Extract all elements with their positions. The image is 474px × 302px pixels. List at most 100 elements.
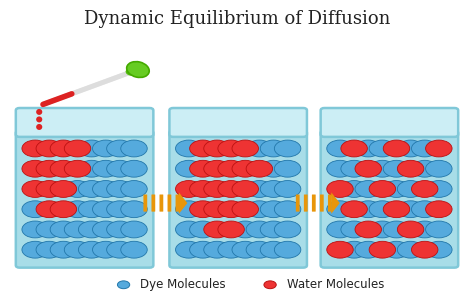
Circle shape [190, 181, 216, 198]
Circle shape [175, 140, 202, 157]
Circle shape [383, 241, 410, 258]
Circle shape [341, 241, 367, 258]
FancyBboxPatch shape [304, 194, 308, 212]
Circle shape [369, 160, 396, 177]
Circle shape [121, 241, 147, 258]
Circle shape [50, 241, 77, 258]
Circle shape [232, 160, 258, 177]
Circle shape [22, 221, 48, 238]
FancyBboxPatch shape [144, 194, 147, 212]
Circle shape [411, 221, 438, 238]
Circle shape [264, 281, 276, 289]
Circle shape [218, 140, 245, 157]
Circle shape [218, 241, 245, 258]
Circle shape [22, 241, 48, 258]
FancyBboxPatch shape [296, 194, 300, 212]
Circle shape [175, 160, 202, 177]
Circle shape [274, 201, 301, 218]
Circle shape [232, 140, 258, 157]
Circle shape [426, 241, 452, 258]
Circle shape [260, 160, 287, 177]
Circle shape [78, 140, 105, 157]
Ellipse shape [36, 124, 42, 130]
FancyBboxPatch shape [169, 108, 307, 137]
Circle shape [50, 181, 77, 198]
Circle shape [397, 201, 424, 218]
Circle shape [397, 221, 424, 238]
Text: Water Molecules: Water Molecules [287, 278, 384, 291]
FancyBboxPatch shape [152, 194, 155, 212]
Circle shape [92, 201, 119, 218]
FancyBboxPatch shape [159, 194, 163, 212]
Circle shape [78, 221, 105, 238]
Circle shape [78, 241, 105, 258]
Circle shape [107, 160, 133, 177]
Circle shape [36, 201, 63, 218]
Circle shape [175, 241, 202, 258]
Circle shape [36, 241, 63, 258]
Circle shape [218, 201, 245, 218]
Circle shape [383, 160, 410, 177]
FancyBboxPatch shape [320, 130, 458, 268]
Circle shape [204, 181, 230, 198]
Circle shape [92, 160, 119, 177]
Circle shape [36, 160, 63, 177]
Circle shape [327, 181, 353, 198]
Circle shape [411, 241, 438, 258]
Circle shape [341, 140, 367, 157]
Circle shape [204, 201, 230, 218]
Circle shape [397, 181, 424, 198]
Circle shape [397, 241, 424, 258]
Circle shape [341, 160, 367, 177]
Circle shape [22, 181, 48, 198]
Circle shape [218, 160, 245, 177]
Circle shape [355, 221, 382, 238]
FancyBboxPatch shape [312, 194, 316, 212]
Circle shape [64, 201, 91, 218]
Circle shape [411, 160, 438, 177]
Circle shape [107, 241, 133, 258]
Circle shape [274, 181, 301, 198]
Circle shape [426, 181, 452, 198]
Circle shape [274, 221, 301, 238]
Circle shape [383, 140, 410, 157]
Circle shape [22, 201, 48, 218]
Circle shape [204, 221, 230, 238]
Circle shape [232, 201, 258, 218]
Circle shape [232, 181, 258, 198]
Circle shape [355, 241, 382, 258]
Circle shape [204, 241, 230, 258]
Circle shape [64, 140, 91, 157]
FancyBboxPatch shape [175, 194, 179, 212]
Circle shape [246, 201, 273, 218]
Circle shape [355, 201, 382, 218]
Circle shape [246, 241, 273, 258]
Circle shape [426, 140, 452, 157]
Circle shape [274, 140, 301, 157]
Circle shape [175, 201, 202, 218]
Circle shape [397, 160, 424, 177]
Circle shape [369, 241, 396, 258]
Circle shape [78, 181, 105, 198]
Text: Dye Molecules: Dye Molecules [140, 278, 226, 291]
Circle shape [355, 160, 382, 177]
Circle shape [426, 160, 452, 177]
Circle shape [369, 201, 396, 218]
Circle shape [118, 281, 130, 289]
Circle shape [355, 181, 382, 198]
Circle shape [426, 201, 452, 218]
Circle shape [341, 201, 367, 218]
Circle shape [121, 221, 147, 238]
Circle shape [22, 160, 48, 177]
Circle shape [64, 160, 91, 177]
Circle shape [246, 221, 273, 238]
FancyBboxPatch shape [328, 194, 332, 212]
FancyBboxPatch shape [167, 194, 171, 212]
Circle shape [175, 221, 202, 238]
Ellipse shape [36, 109, 42, 115]
Circle shape [36, 140, 63, 157]
Circle shape [50, 221, 77, 238]
Circle shape [121, 181, 147, 198]
Circle shape [355, 140, 382, 157]
Circle shape [36, 221, 63, 238]
